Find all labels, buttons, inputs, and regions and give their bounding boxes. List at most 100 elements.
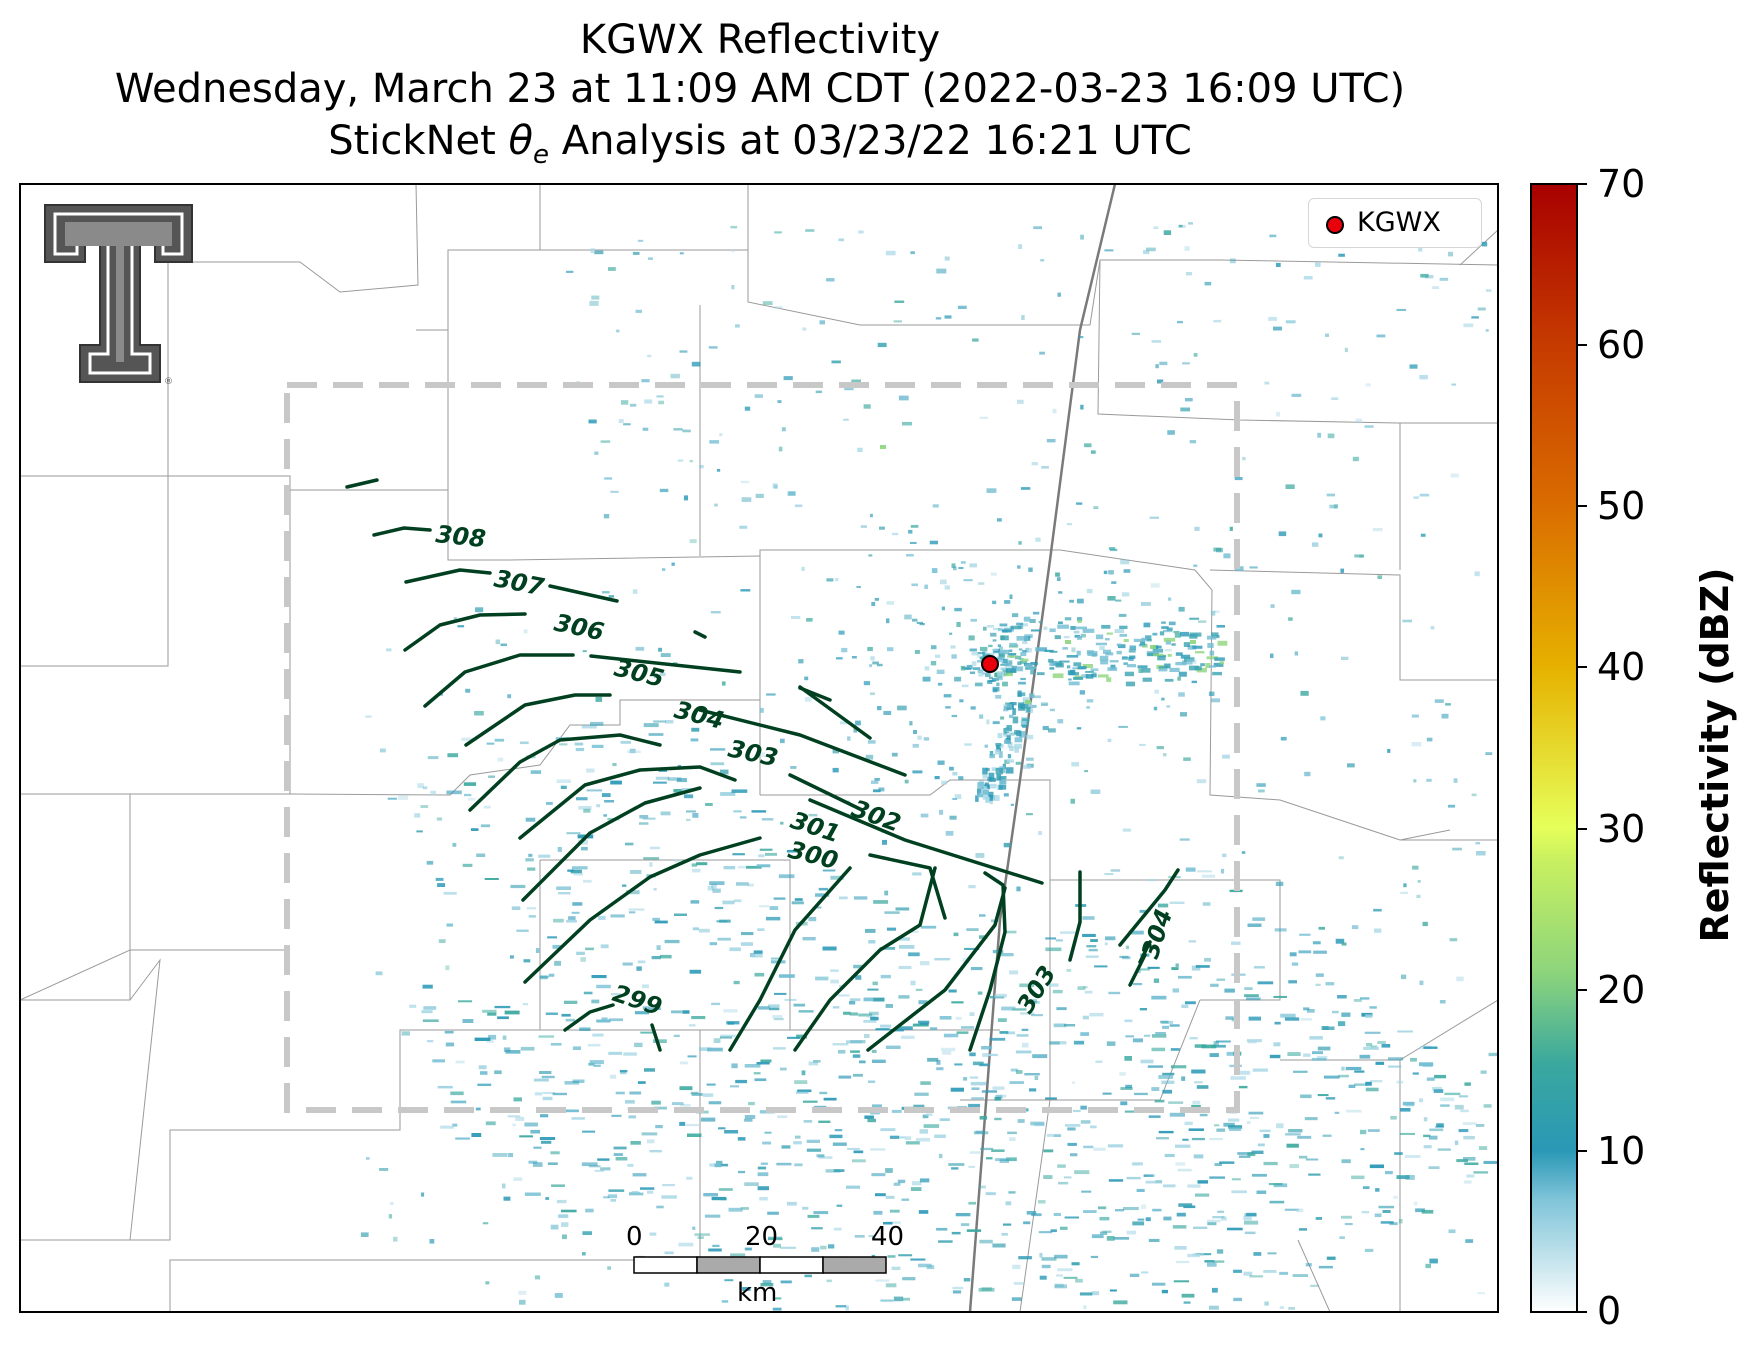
echo-pixel bbox=[1077, 666, 1087, 670]
echo-pixel bbox=[1060, 931, 1076, 934]
echo-pixel bbox=[822, 946, 837, 951]
echo-pixel bbox=[1173, 1280, 1189, 1283]
echo-pixel bbox=[1154, 1099, 1165, 1103]
echo-pixel bbox=[836, 1204, 843, 1207]
echo-pixel bbox=[1145, 1217, 1151, 1222]
echo-pixel bbox=[1018, 541, 1022, 545]
echo-pixel bbox=[1348, 1084, 1356, 1088]
echo-pixel bbox=[1132, 983, 1143, 986]
echo-pixel bbox=[683, 495, 688, 501]
echo-pixel bbox=[1163, 629, 1173, 633]
echo-pixel bbox=[818, 887, 829, 891]
echo-pixel bbox=[796, 1034, 807, 1039]
echo-pixel bbox=[1163, 1216, 1172, 1221]
echo-pixel bbox=[1163, 1184, 1176, 1188]
echo-pixel bbox=[1158, 666, 1169, 669]
echo-pixel bbox=[1016, 622, 1024, 626]
echo-pixel bbox=[1169, 1112, 1185, 1117]
echo-pixel bbox=[1046, 1133, 1062, 1137]
echo-pixel bbox=[596, 984, 611, 989]
echo-pixel bbox=[600, 1167, 611, 1171]
echo-pixel bbox=[823, 1097, 837, 1101]
echo-pixel bbox=[835, 577, 839, 582]
echo-pixel bbox=[603, 514, 610, 519]
echo-pixel bbox=[620, 1071, 627, 1075]
echo-pixel bbox=[855, 975, 862, 980]
echo-pixel bbox=[1297, 1135, 1312, 1139]
echo-pixel bbox=[941, 780, 948, 785]
echo-pixel bbox=[1419, 493, 1430, 497]
echo-pixel bbox=[1086, 706, 1090, 709]
colorbar-ticks bbox=[1577, 183, 1587, 1313]
echo-pixel bbox=[1288, 617, 1293, 621]
echo-pixel bbox=[979, 1063, 990, 1067]
echo-pixel bbox=[1149, 516, 1159, 519]
echo-pixel bbox=[985, 767, 990, 772]
echo-pixel bbox=[667, 777, 682, 781]
echo-pixel bbox=[1388, 1057, 1404, 1061]
interstate-highway bbox=[968, 184, 1117, 1312]
contour-line bbox=[1068, 870, 1082, 962]
echo-pixel bbox=[535, 948, 540, 953]
analysis-domain-box bbox=[284, 382, 1240, 1113]
echo-pixel bbox=[887, 647, 894, 652]
echo-pixel bbox=[646, 1139, 655, 1144]
echo-pixel bbox=[1136, 1188, 1145, 1192]
echo-pixel bbox=[559, 743, 568, 746]
echo-pixel bbox=[613, 1153, 623, 1156]
echo-pixel bbox=[1020, 487, 1031, 490]
echo-pixel bbox=[1298, 950, 1312, 954]
echo-pixel bbox=[773, 1243, 781, 1248]
contour-line bbox=[372, 526, 432, 537]
echo-pixel bbox=[1048, 728, 1056, 733]
echo-pixel bbox=[710, 762, 725, 766]
echo-pixel bbox=[1015, 1070, 1023, 1074]
echo-pixel bbox=[387, 797, 397, 800]
echo-pixel bbox=[1366, 1043, 1373, 1047]
echo-pixel bbox=[908, 952, 920, 957]
echo-pixel bbox=[1411, 714, 1419, 718]
echo-pixel bbox=[847, 736, 851, 741]
echo-pixel bbox=[705, 803, 713, 806]
analysis-suffix: Analysis at 03/23/22 16:21 UTC bbox=[548, 118, 1192, 164]
echo-pixel bbox=[1196, 870, 1212, 873]
echo-pixel bbox=[1351, 1175, 1365, 1180]
echo-pixel bbox=[561, 1013, 571, 1017]
echo-pixel bbox=[1014, 730, 1020, 734]
echo-pixel bbox=[1476, 851, 1486, 856]
echo-pixel bbox=[561, 1222, 569, 1227]
echo-pixel bbox=[1209, 1137, 1223, 1141]
echo-pixel bbox=[1273, 995, 1287, 998]
echo-pixel bbox=[1306, 1009, 1315, 1013]
echo-pixel bbox=[929, 1027, 938, 1030]
echo-pixel bbox=[393, 1236, 398, 1242]
echo-pixel bbox=[697, 1236, 704, 1239]
echo-pixel bbox=[1016, 886, 1021, 892]
echo-pixel bbox=[593, 1064, 601, 1067]
echo-pixel bbox=[939, 1118, 950, 1121]
echo-pixel bbox=[611, 1114, 622, 1117]
echo-pixel bbox=[1268, 316, 1277, 321]
echo-pixel bbox=[757, 928, 765, 931]
echo-pixel bbox=[1428, 1166, 1440, 1169]
echo-pixel bbox=[919, 1178, 930, 1183]
echo-pixel bbox=[1425, 1263, 1431, 1269]
echo-pixel bbox=[930, 661, 937, 666]
echo-pixel bbox=[984, 784, 991, 790]
echo-pixel bbox=[948, 989, 957, 993]
echo-pixel bbox=[899, 937, 910, 941]
echo-pixel bbox=[703, 1093, 714, 1097]
echo-pixel bbox=[1022, 704, 1029, 709]
echo-pixel bbox=[737, 1137, 746, 1141]
echo-pixel bbox=[590, 248, 595, 253]
echo-pixel bbox=[780, 1280, 792, 1284]
echo-pixel bbox=[1050, 1229, 1057, 1233]
echo-pixel bbox=[1105, 936, 1116, 941]
echo-pixel bbox=[1077, 617, 1083, 622]
echo-pixel bbox=[1085, 955, 1099, 958]
echo-pixel bbox=[444, 1030, 454, 1034]
echo-pixel bbox=[379, 748, 386, 753]
echo-pixel bbox=[571, 1117, 585, 1120]
echo-pixel bbox=[914, 1092, 929, 1096]
echo-pixel bbox=[832, 1043, 849, 1046]
